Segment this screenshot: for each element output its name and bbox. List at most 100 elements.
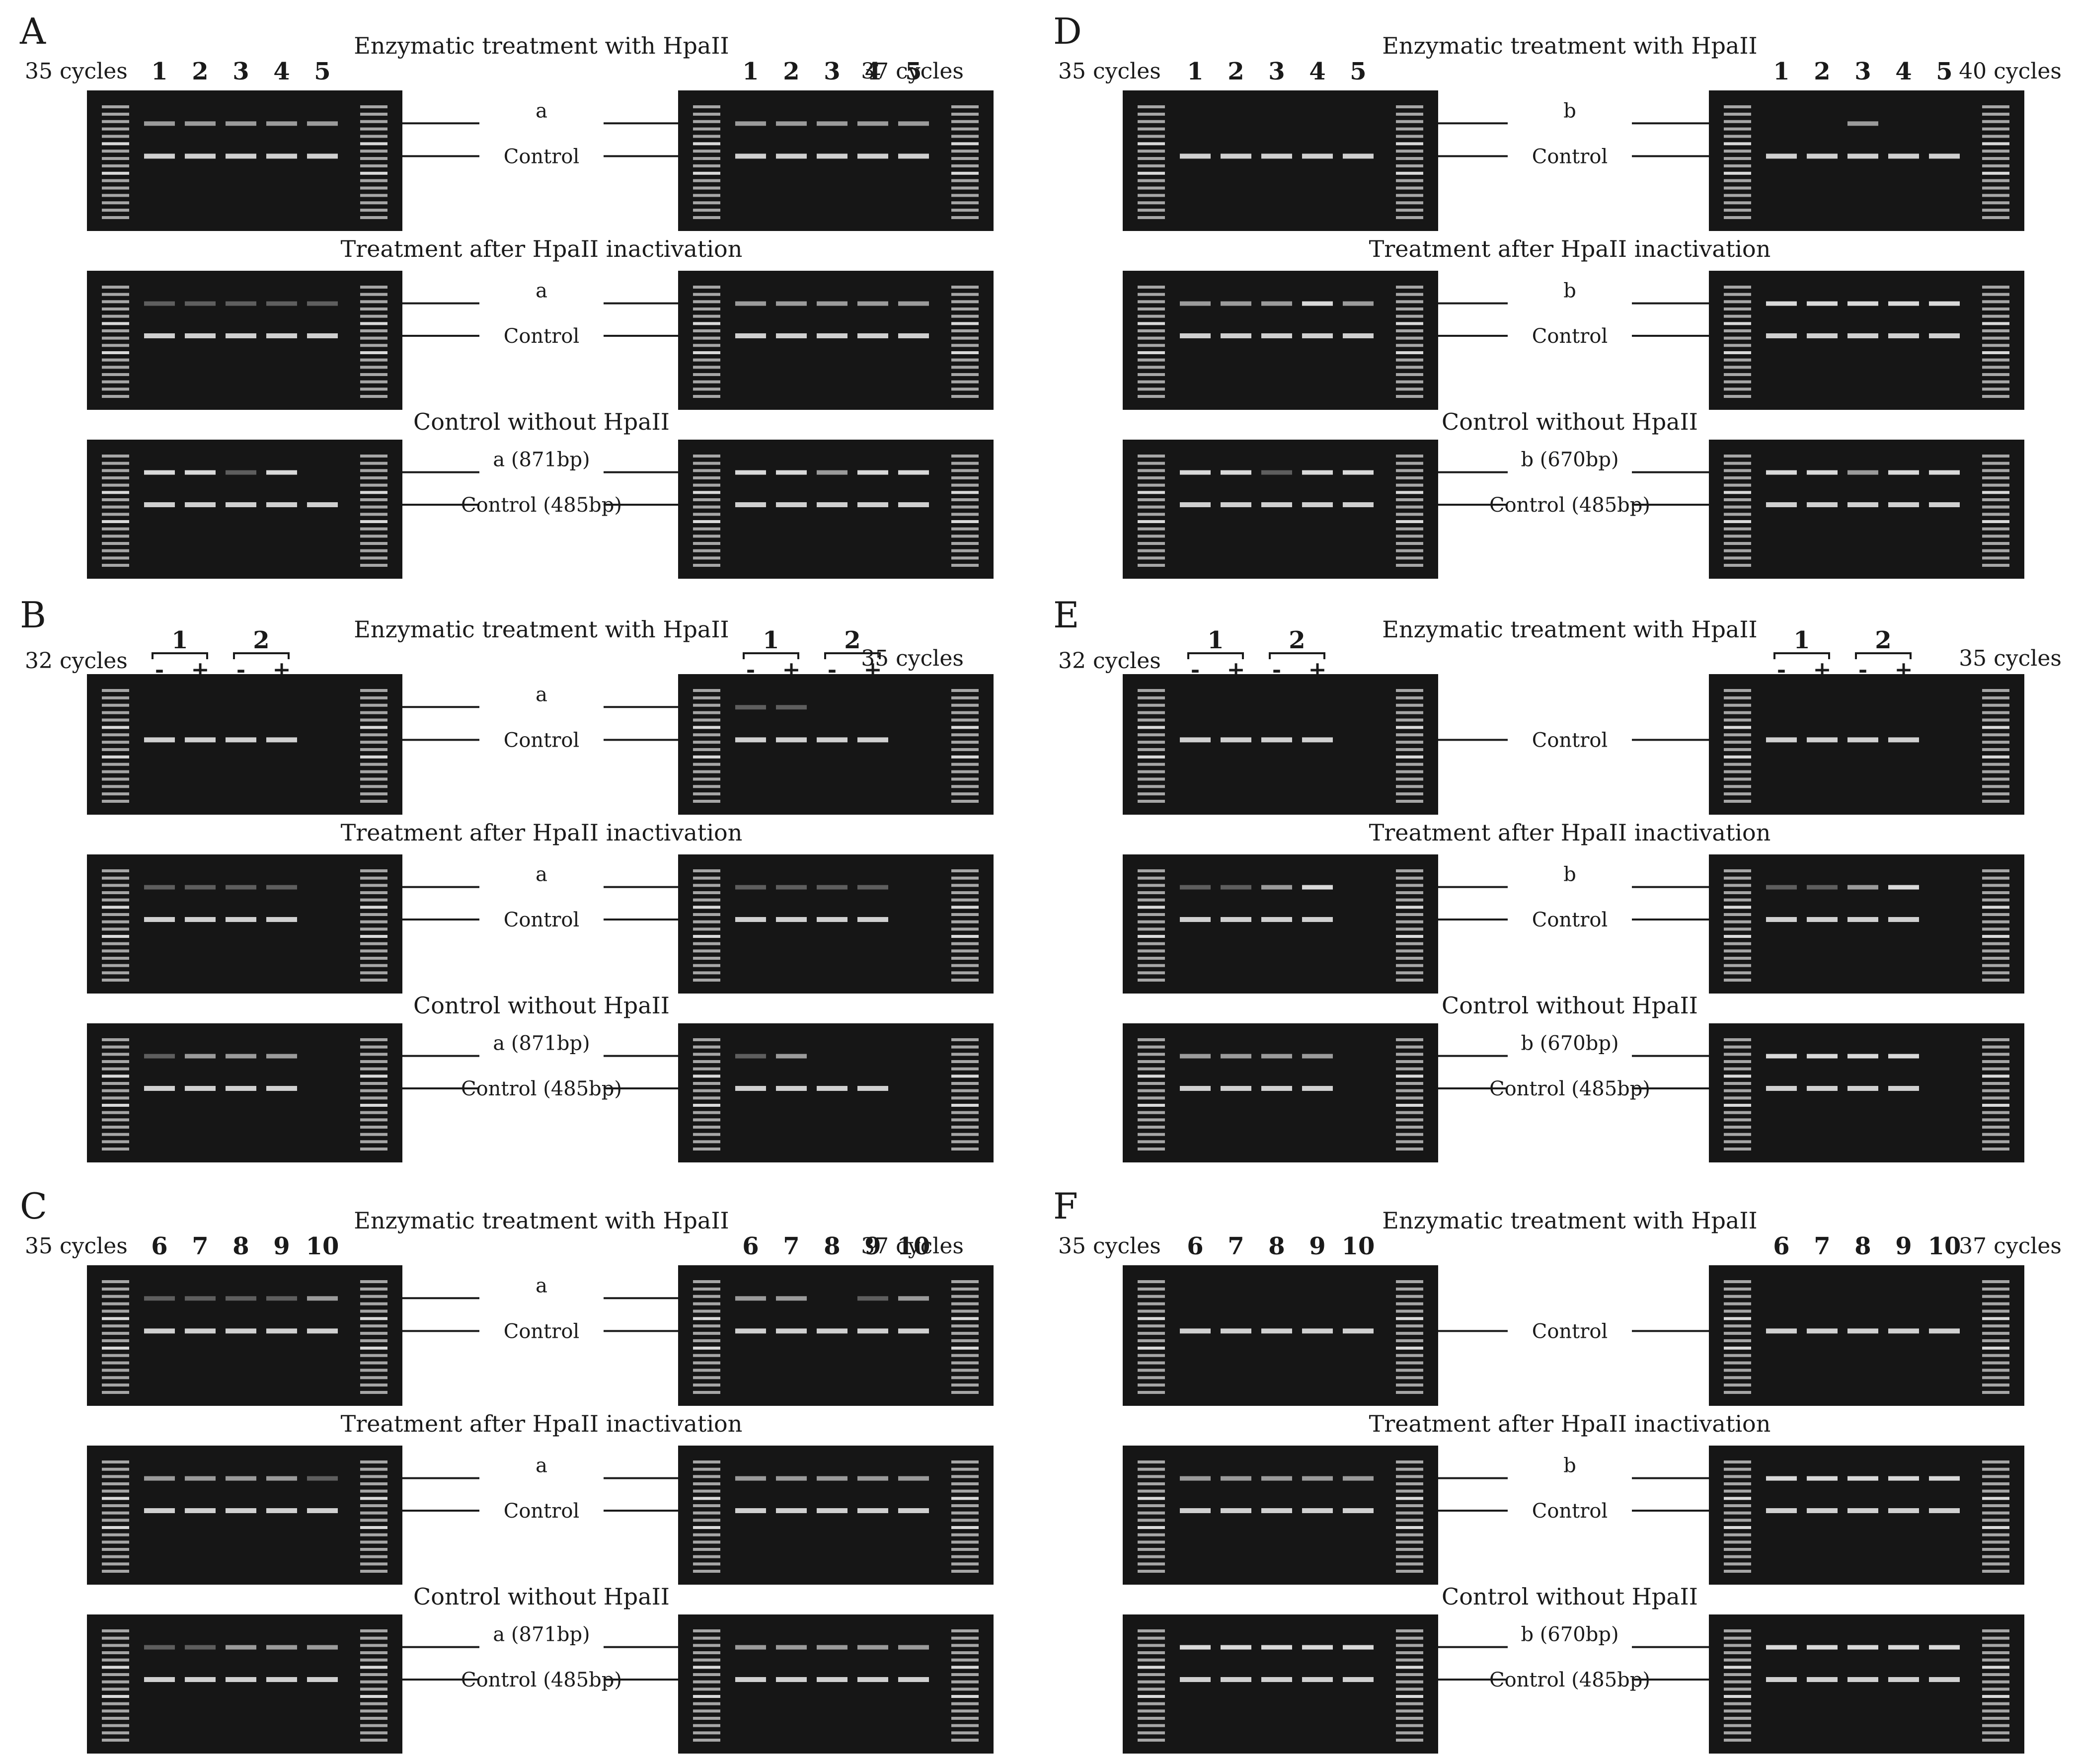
ladder-band [360, 800, 387, 803]
lane-number: 6 [1187, 1232, 1203, 1260]
ladder-band [1396, 1526, 1423, 1529]
ladder-2 [1982, 1629, 2009, 1742]
ladder-band [1138, 1666, 1165, 1669]
control-band [1261, 502, 1292, 507]
control-band [144, 1677, 175, 1682]
target-band [1807, 1054, 1838, 1059]
target-band [817, 121, 847, 126]
ladder-band [1724, 164, 1751, 167]
ladder-band [360, 971, 387, 975]
lane-4 [1888, 1645, 1919, 1682]
lane-5 [898, 470, 929, 507]
ladder-band [360, 286, 387, 289]
control-band [1807, 1677, 1838, 1682]
ladder-band [360, 1369, 387, 1372]
ladder-band [102, 344, 129, 347]
control-band-label: Control [1532, 145, 1608, 168]
control-band [185, 1677, 216, 1682]
lane-5 [307, 1476, 338, 1513]
ladder-band [1982, 1562, 2009, 1566]
ladder-band [1982, 1724, 2009, 1727]
control-band [1221, 333, 1251, 338]
lane-3 [1261, 1645, 1292, 1682]
ladder-band [693, 748, 720, 751]
ladder-band [693, 689, 720, 692]
ladder-band [693, 777, 720, 781]
ladder-band [693, 711, 720, 714]
ladder-band [1138, 1317, 1165, 1320]
lane-3 [226, 1476, 256, 1513]
lane-4 [1888, 1054, 1919, 1091]
ladder-band [102, 949, 129, 953]
ladder-band [1396, 1317, 1423, 1320]
ladder-band [102, 1562, 129, 1566]
ladder-band [1138, 1482, 1165, 1485]
control-band [776, 1677, 807, 1682]
ladder-band [1982, 1104, 2009, 1107]
lane-number: 2 [1228, 58, 1244, 85]
ladder-band [1982, 293, 2009, 296]
gel-background [678, 1614, 994, 1754]
control-band [776, 917, 807, 922]
ladder-band [360, 1651, 387, 1654]
ladder-band [102, 763, 129, 766]
ladder-band [1138, 329, 1165, 332]
control-band [144, 917, 175, 922]
ladder-2 [951, 105, 979, 219]
ladder-band [1396, 748, 1423, 751]
ladder-band [360, 920, 387, 923]
ladder-band [102, 711, 129, 714]
ladder-band [1724, 891, 1751, 894]
ladder-band [102, 1096, 129, 1100]
ladder-band [1724, 542, 1751, 545]
ladder-band [1396, 1133, 1423, 1136]
lane-1 [1766, 1328, 1797, 1334]
ladder-1 [1724, 105, 1751, 219]
ladder-band [360, 505, 387, 509]
control-band [266, 1508, 297, 1513]
ladder-band [1982, 1658, 2009, 1662]
ladder-band [1982, 1644, 2009, 1647]
ladder-band [1724, 949, 1751, 953]
lane-5 [1929, 153, 1960, 159]
lane-number: 10 [897, 1232, 930, 1260]
ladder-band [1396, 142, 1423, 146]
ladder-band [1982, 971, 2009, 975]
ladder-band [1138, 1540, 1165, 1544]
lane-1 [1766, 1476, 1797, 1513]
target-band [185, 1054, 216, 1059]
ladder-band [1396, 1717, 1423, 1720]
ladder-band [1138, 1504, 1165, 1507]
ladder-band [102, 913, 129, 916]
lane-2 [1807, 1054, 1838, 1091]
lane-3 [1847, 737, 1878, 743]
control-band-label: Control [504, 909, 580, 931]
ladder-band [1982, 513, 2009, 516]
ladder-band [1982, 1540, 2009, 1544]
ladder-1 [1724, 1038, 1751, 1150]
ladder-band [1724, 1666, 1751, 1669]
ladder-band [360, 1038, 387, 1041]
ladder-band [102, 733, 129, 737]
target-band [307, 1645, 338, 1650]
ladder-band [1138, 549, 1165, 552]
ladder-band [360, 1644, 387, 1647]
lane-1 [1180, 737, 1211, 743]
ladder-band [1396, 1295, 1423, 1298]
ladder-band [1138, 726, 1165, 729]
ladder-2 [360, 1280, 387, 1394]
lane-4 [1888, 301, 1919, 338]
ladder-band [102, 1658, 129, 1662]
ladder-band [102, 726, 129, 729]
control-band [898, 153, 929, 159]
target-band-label: a [536, 683, 547, 706]
ladder-band [693, 1391, 720, 1394]
section-title-ctrl: Control without HpaII [413, 408, 670, 435]
ladder-band [951, 1644, 979, 1647]
ladder-band [1724, 461, 1751, 465]
ladder-band [693, 186, 720, 190]
ladder-band [951, 1361, 979, 1365]
lane-4 [1888, 470, 1919, 507]
ladder-band [360, 979, 387, 982]
